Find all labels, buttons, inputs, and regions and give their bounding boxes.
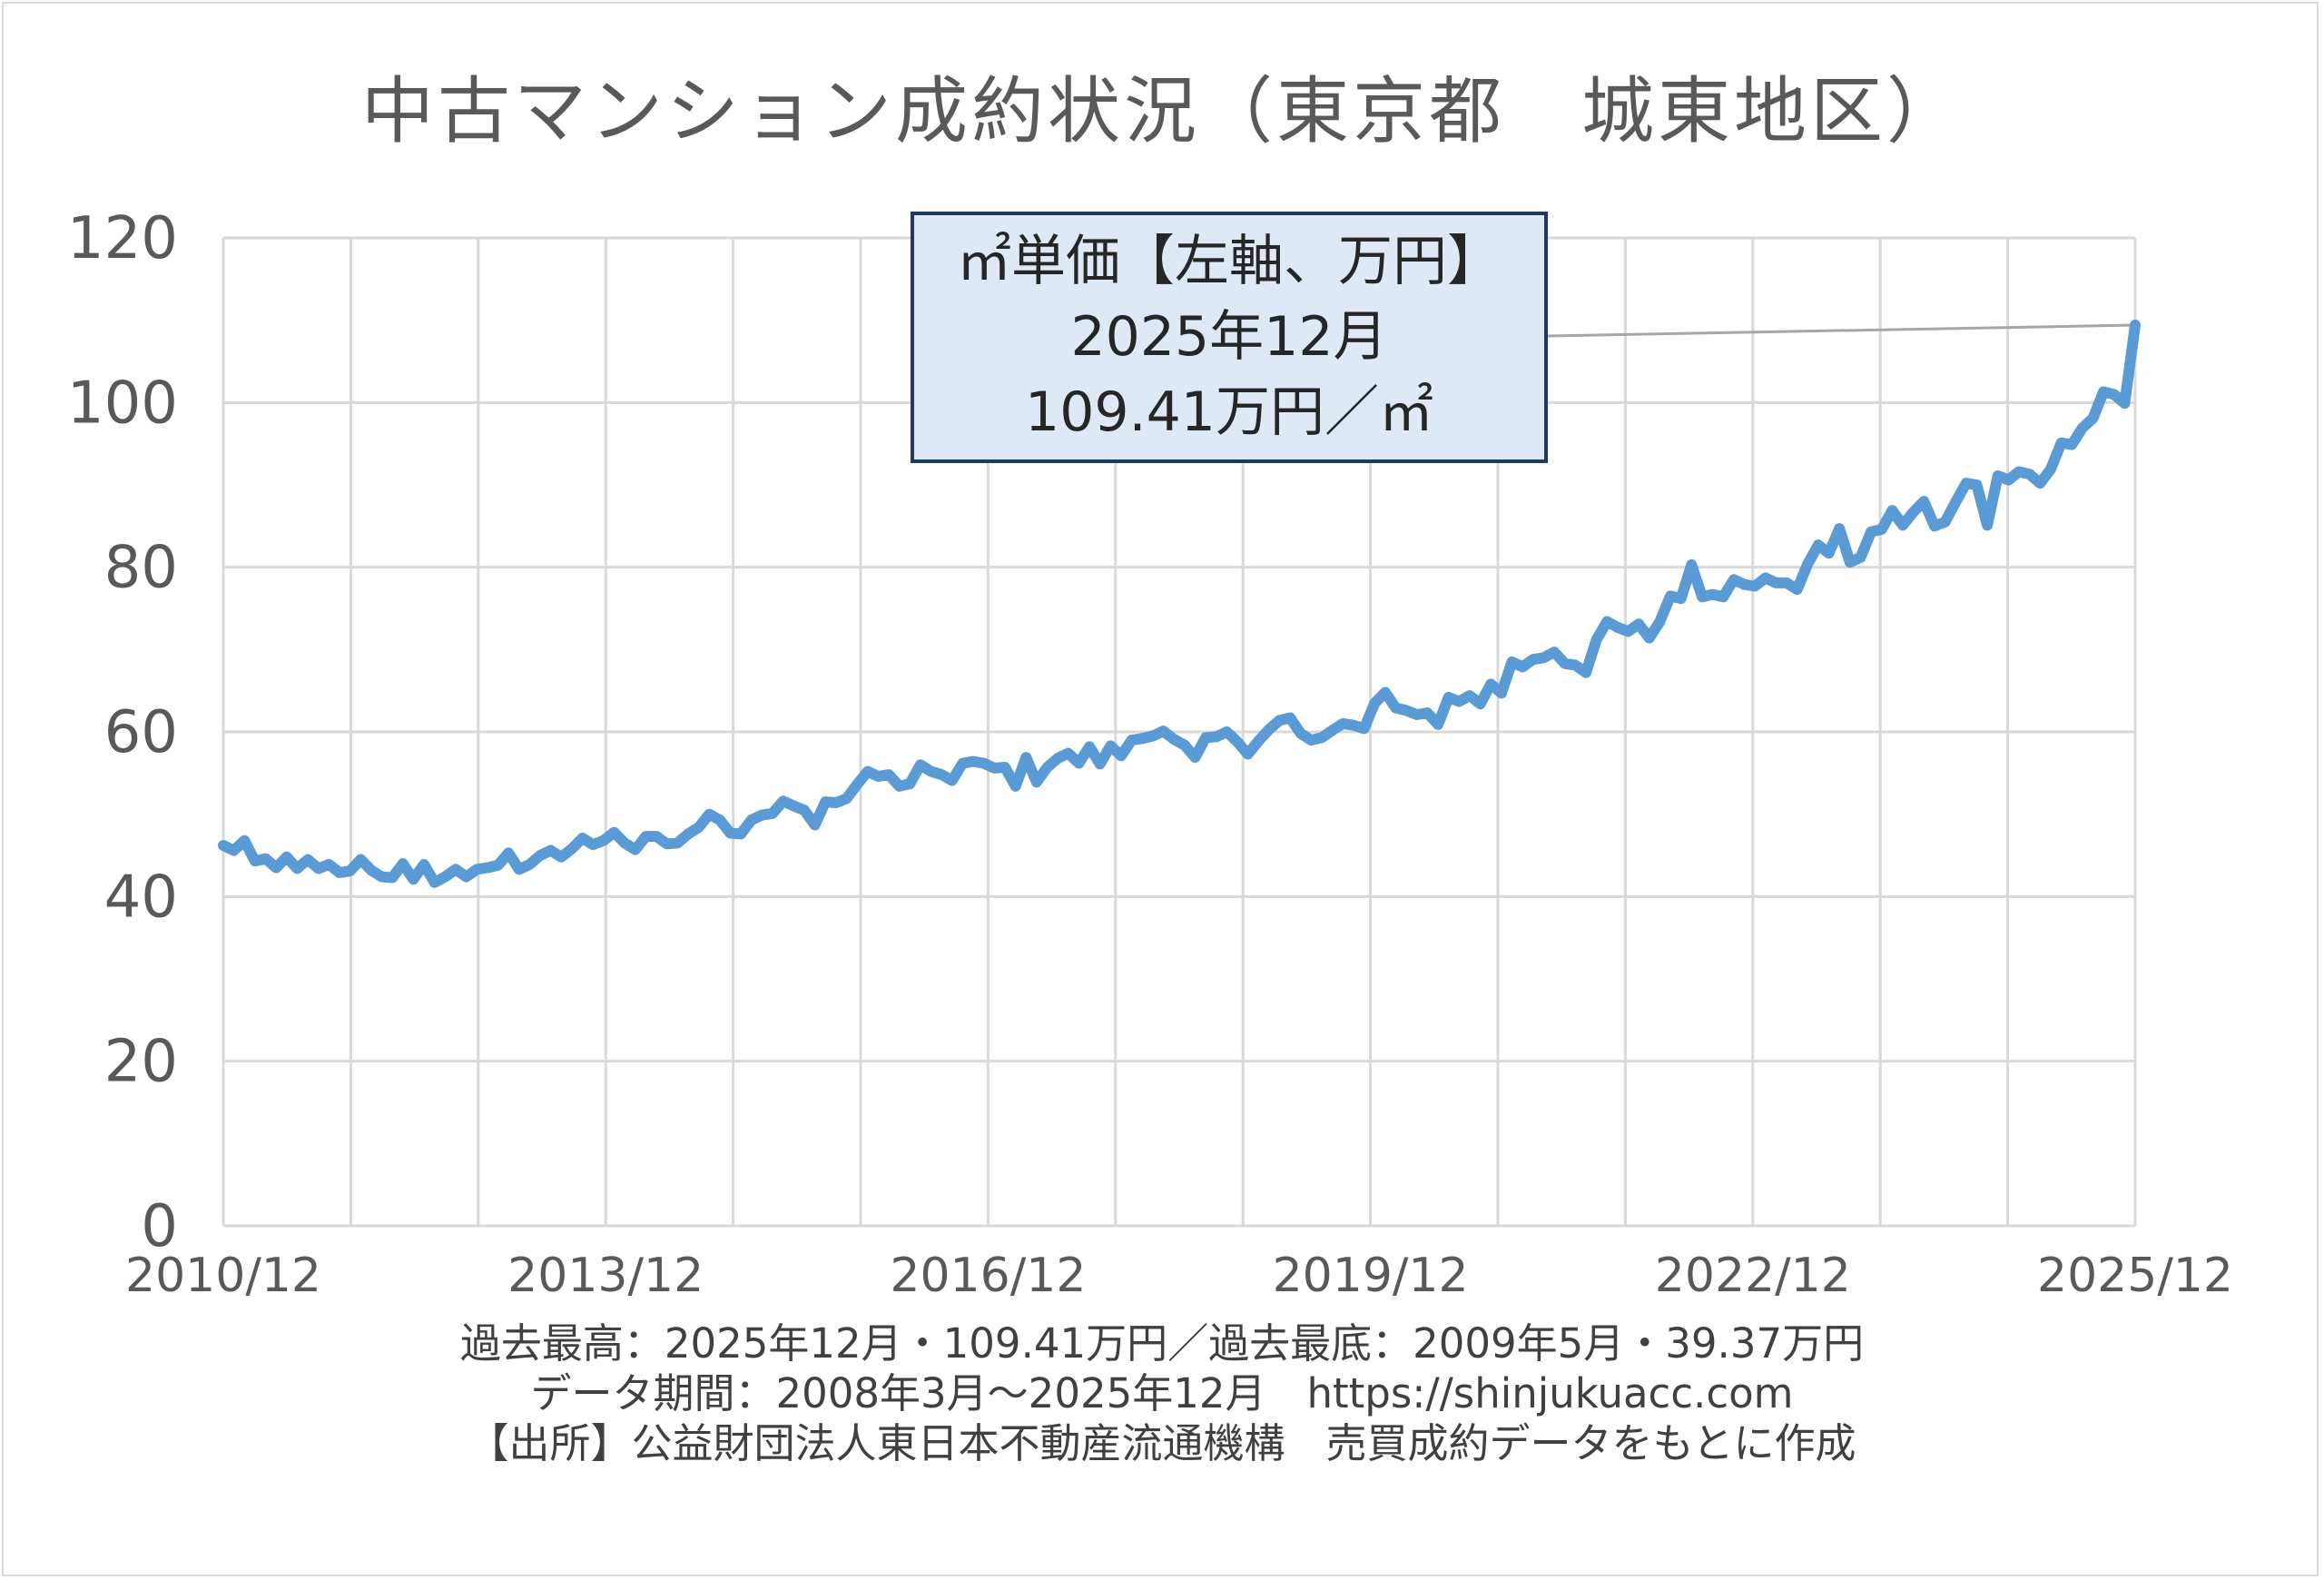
x-tick-label: 2022/12 xyxy=(1655,1249,1851,1303)
footnote-period: データ期間：2008年3月～2025年12月 https://shinjukua… xyxy=(530,1369,1794,1417)
x-tick-label: 2013/12 xyxy=(507,1249,704,1303)
footnote-records: 過去最高：2025年12月・109.41万円／過去最底：2009年5月・39.3… xyxy=(459,1319,1865,1368)
callout-value: 109.41万円／㎡ xyxy=(1025,380,1433,444)
footnote-source: 【出所】公益財団法人東日本不動産流通機構 売買成約データをもとに作成 xyxy=(468,1419,1856,1467)
footnotes: 過去最高：2025年12月・109.41万円／過去最底：2009年5月・39.3… xyxy=(0,1318,2324,1468)
callout-leader-line xyxy=(1547,323,2136,338)
y-tick-label: 40 xyxy=(104,864,178,931)
y-tick-label: 120 xyxy=(67,205,178,272)
x-tick-label: 2025/12 xyxy=(2037,1249,2233,1303)
series-line-unit-price xyxy=(218,320,2141,888)
x-tick-label: 2016/12 xyxy=(890,1249,1086,1303)
chart-title: 中古マンション成約状況（東京都 城東地区） xyxy=(361,69,1963,153)
x-tick-label: 2010/12 xyxy=(125,1249,321,1303)
price-callout: ㎡単価【左軸、万円】 2025年12月 109.41万円／㎡ xyxy=(911,212,1548,463)
y-tick-label: 60 xyxy=(104,699,178,766)
x-tick-label: 2019/12 xyxy=(1273,1249,1469,1303)
y-tick-label: 0 xyxy=(141,1193,178,1260)
callout-label: ㎡単価【左軸、万円】 xyxy=(957,230,1502,293)
callout-date: 2025年12月 xyxy=(1070,305,1388,369)
y-tick-label: 20 xyxy=(104,1029,178,1096)
y-tick-label: 100 xyxy=(67,370,178,437)
y-tick-label: 80 xyxy=(104,535,178,602)
